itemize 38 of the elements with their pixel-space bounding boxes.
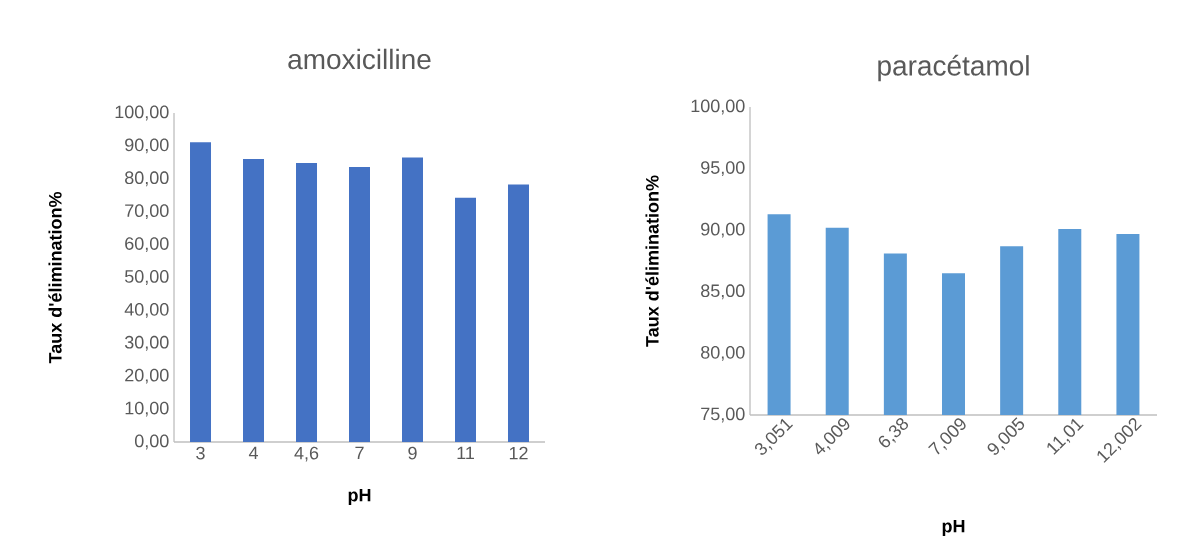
bar bbox=[243, 159, 265, 442]
y-tick-label: 0,00 bbox=[134, 434, 169, 450]
y-tick-label: 80,00 bbox=[125, 171, 169, 187]
y-tick-label: 30,00 bbox=[124, 335, 169, 351]
x-tick-label: 4,6 bbox=[294, 446, 319, 462]
x-tick-label: 9 bbox=[408, 446, 417, 460]
x-tick-label: 3 bbox=[196, 446, 205, 460]
bar bbox=[455, 197, 476, 442]
chart-title: amoxicilline bbox=[288, 48, 431, 70]
y-tick-label: 90,00 bbox=[125, 138, 169, 154]
y-tick-label: 70,00 bbox=[125, 204, 169, 220]
y-tick-label: 100,00 bbox=[691, 99, 745, 115]
x-tick-label: 11 bbox=[457, 446, 474, 460]
bar bbox=[349, 166, 370, 442]
y-tick-label: 40,00 bbox=[124, 302, 169, 318]
y-tick-label: 80,00 bbox=[701, 345, 745, 361]
y-tick-label: 20,00 bbox=[125, 368, 169, 384]
x-tick-label: 6,38 bbox=[878, 418, 909, 448]
y-tick-label: 90,00 bbox=[701, 222, 745, 238]
y-axis-title: Taux d'élimination% bbox=[48, 191, 62, 364]
y-tick-label: 60,00 bbox=[125, 237, 169, 253]
bar bbox=[402, 157, 423, 442]
y-tick-label: 10,00 bbox=[125, 401, 169, 417]
y-tick-label: 100,00 bbox=[115, 105, 169, 121]
chart-title: paracétamol bbox=[878, 54, 1029, 82]
bar bbox=[508, 184, 529, 442]
x-tick-label: 12 bbox=[509, 446, 528, 460]
x-tick-label: 7 bbox=[355, 446, 364, 460]
y-tick-label: 75,00 bbox=[701, 407, 745, 423]
y-tick-label: 85,00 bbox=[701, 284, 745, 300]
y-tick-label: 95,00 bbox=[701, 161, 745, 177]
x-axis-title: pH bbox=[348, 488, 371, 506]
y-tick-label: 50,00 bbox=[124, 270, 169, 285]
bar bbox=[296, 163, 318, 442]
x-axis-title: pH bbox=[942, 519, 965, 537]
y-axis-title: Taux d'élimination% bbox=[645, 175, 659, 347]
x-tick-label: 4 bbox=[248, 446, 258, 460]
bar bbox=[190, 142, 212, 442]
